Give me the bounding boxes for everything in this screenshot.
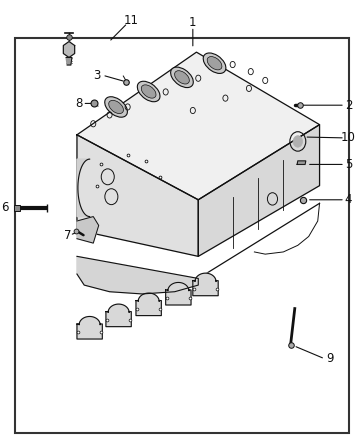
Polygon shape <box>77 52 319 200</box>
Polygon shape <box>66 57 72 65</box>
Polygon shape <box>166 282 191 305</box>
Text: 8: 8 <box>75 97 82 110</box>
Text: 10: 10 <box>341 131 356 145</box>
Text: 4: 4 <box>345 193 352 206</box>
Text: 9: 9 <box>327 352 334 366</box>
Polygon shape <box>136 293 161 316</box>
Text: 11: 11 <box>124 14 139 27</box>
Polygon shape <box>193 273 218 296</box>
Polygon shape <box>77 217 99 243</box>
Text: 2: 2 <box>345 99 352 112</box>
Bar <box>15 38 348 433</box>
Ellipse shape <box>141 85 156 98</box>
Polygon shape <box>77 135 198 256</box>
Text: 1: 1 <box>189 15 197 29</box>
Polygon shape <box>64 42 75 57</box>
Text: 5: 5 <box>345 158 352 171</box>
Ellipse shape <box>203 53 226 73</box>
Circle shape <box>293 136 302 147</box>
Ellipse shape <box>171 67 193 88</box>
Polygon shape <box>77 159 90 217</box>
Text: 6: 6 <box>1 201 8 214</box>
Ellipse shape <box>175 71 189 84</box>
Text: 3: 3 <box>93 69 101 82</box>
Ellipse shape <box>105 97 127 117</box>
Polygon shape <box>106 304 131 327</box>
Ellipse shape <box>137 81 160 102</box>
Polygon shape <box>297 161 306 164</box>
Text: 7: 7 <box>64 229 72 242</box>
Polygon shape <box>77 256 198 294</box>
Ellipse shape <box>109 100 123 114</box>
Polygon shape <box>198 125 319 256</box>
Polygon shape <box>77 316 102 339</box>
Ellipse shape <box>207 57 222 70</box>
